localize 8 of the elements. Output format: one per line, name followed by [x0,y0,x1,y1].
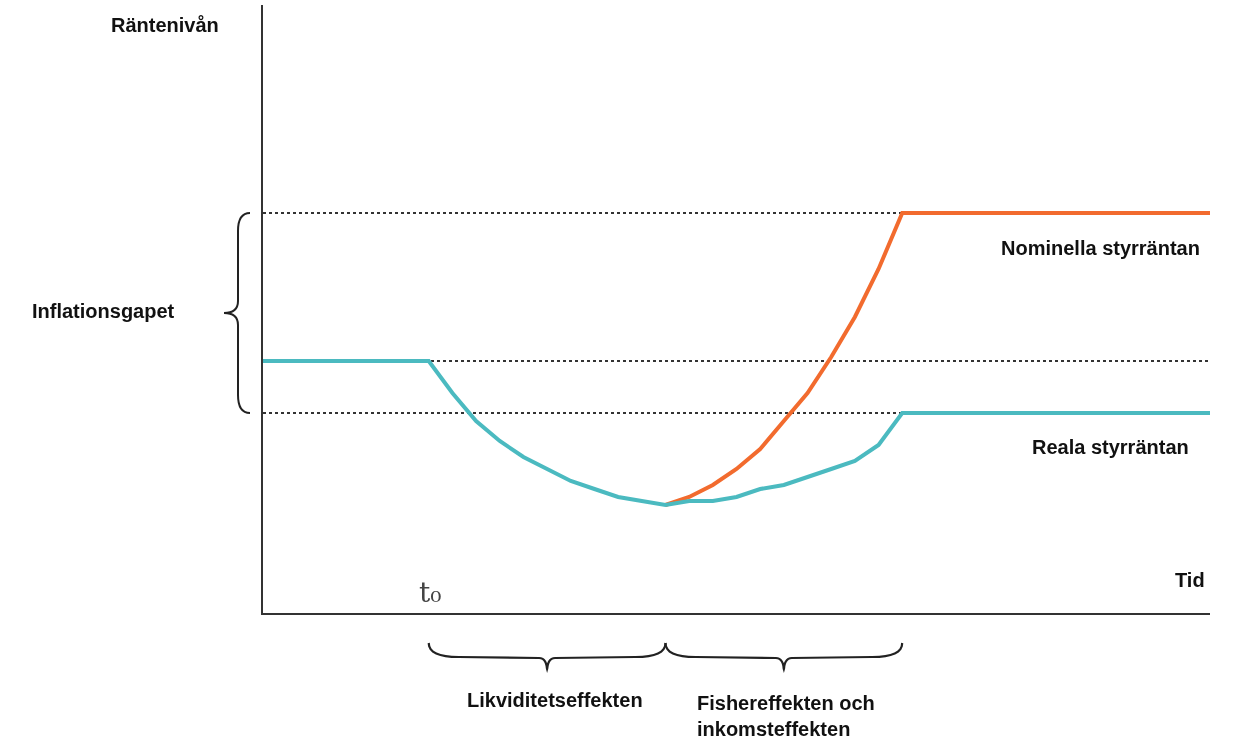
x-axis-title: Tid [1175,569,1205,591]
text: Inflationsgapet [32,300,175,322]
text: Räntenivån [111,14,219,36]
text: Likviditetseffekten [467,689,643,711]
text: Fishereffekten och inkomsteffekten [697,692,875,740]
series-label: Reala styrräntan [1032,436,1189,458]
annotation: t₀ [419,576,442,609]
series-label: Nominella styrräntan [1001,237,1200,259]
